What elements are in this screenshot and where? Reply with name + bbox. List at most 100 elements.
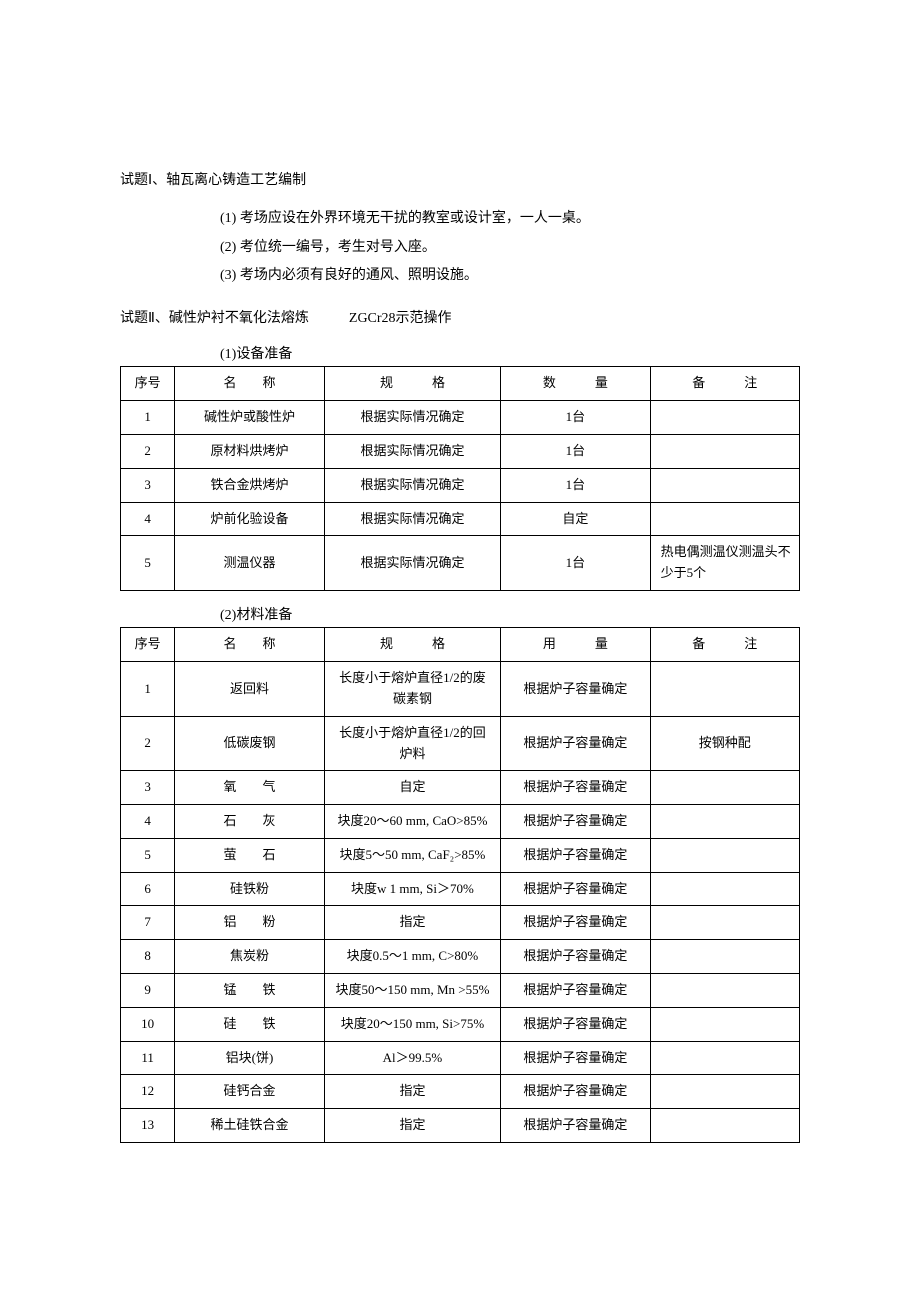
cell-qty: 根据炉子容量确定 <box>501 805 650 839</box>
cell-idx: 9 <box>121 974 175 1008</box>
table-header-row: 序号 名 称 规 格 用 量 备 注 <box>121 628 800 662</box>
cell-qty: 根据炉子容量确定 <box>501 1007 650 1041</box>
cell-idx: 13 <box>121 1109 175 1143</box>
cell-idx: 12 <box>121 1075 175 1109</box>
cell-qty: 1台 <box>501 434 650 468</box>
cell-idx: 2 <box>121 716 175 771</box>
table-row: 3铁合金烘烤炉根据实际情况确定1台 <box>121 468 800 502</box>
cell-qty: 1台 <box>501 468 650 502</box>
table-row: 5测温仪器根据实际情况确定1台热电偶测温仪测温头不少于5个 <box>121 536 800 591</box>
cell-note <box>650 468 799 502</box>
cell-qty: 1台 <box>501 536 650 591</box>
table-row: 11铝块(饼)Al＞99.5%根据炉子容量确定 <box>121 1041 800 1075</box>
section2-title-left: 试题Ⅱ、碱性炉衬不氧化法熔炼 <box>120 308 309 330</box>
cell-name: 铝块(饼) <box>175 1041 324 1075</box>
cell-idx: 5 <box>121 536 175 591</box>
cell-name: 返回料 <box>175 662 324 717</box>
table-row: 4炉前化验设备根据实际情况确定自定 <box>121 502 800 536</box>
cell-name: 稀土硅铁合金 <box>175 1109 324 1143</box>
cell-spec: 根据实际情况确定 <box>324 502 501 536</box>
cell-name: 硅铁粉 <box>175 872 324 906</box>
table-row: 3氧 气自定根据炉子容量确定 <box>121 771 800 805</box>
cell-idx: 8 <box>121 940 175 974</box>
cell-qty: 自定 <box>501 502 650 536</box>
th-qty: 数 量 <box>501 367 650 401</box>
th-spec: 规 格 <box>324 367 501 401</box>
cell-spec: 指定 <box>324 1075 501 1109</box>
cell-note <box>650 502 799 536</box>
table-row: 9锰 铁块度50～150 mm, Mn >55%根据炉子容量确定 <box>121 974 800 1008</box>
cell-note <box>650 1109 799 1143</box>
cell-note: 热电偶测温仪测温头不少于5个 <box>650 536 799 591</box>
th-idx: 序号 <box>121 367 175 401</box>
table-row: 4石 灰块度20～60 mm, CaO>85%根据炉子容量确定 <box>121 805 800 839</box>
cell-name: 硅 铁 <box>175 1007 324 1041</box>
cell-note <box>650 1007 799 1041</box>
cell-name: 萤 石 <box>175 838 324 872</box>
th-qty: 用 量 <box>501 628 650 662</box>
equipment-table: 序号 名 称 规 格 数 量 备 注 1碱性炉或酸性炉根据实际情况确定1台2原材… <box>120 366 800 591</box>
cell-name: 锰 铁 <box>175 974 324 1008</box>
cell-idx: 10 <box>121 1007 175 1041</box>
table-row: 10硅 铁块度20～150 mm, Si>75%根据炉子容量确定 <box>121 1007 800 1041</box>
cell-note <box>650 872 799 906</box>
cell-note <box>650 1041 799 1075</box>
cell-idx: 4 <box>121 502 175 536</box>
cell-note <box>650 838 799 872</box>
cell-qty: 根据炉子容量确定 <box>501 716 650 771</box>
table-row: 5萤 石块度5～50 mm, CaF₂>85%根据炉子容量确定 <box>121 838 800 872</box>
cell-qty: 根据炉子容量确定 <box>501 940 650 974</box>
cell-qty: 根据炉子容量确定 <box>501 1041 650 1075</box>
cell-note <box>650 771 799 805</box>
cell-idx: 4 <box>121 805 175 839</box>
table2-wrap: 序号 名 称 规 格 用 量 备 注 1返回料长度小于熔炉直径1/2的废碳素钢根… <box>120 627 800 1143</box>
cell-note <box>650 401 799 435</box>
section2-title-row: 试题Ⅱ、碱性炉衬不氧化法熔炼 ZGCr28示范操作 <box>120 308 800 330</box>
section1-title: 试题Ⅰ、轴瓦离心铸造工艺编制 <box>120 170 800 192</box>
th-name: 名 称 <box>175 367 324 401</box>
cell-spec: 长度小于熔炉直径1/2的废碳素钢 <box>324 662 501 717</box>
cell-spec: 根据实际情况确定 <box>324 536 501 591</box>
cell-spec: 长度小于熔炉直径1/2的回炉料 <box>324 716 501 771</box>
section1-list: (1) 考场应设在外界环境无干扰的教室或设计室，一人一桌。 (2) 考位统一编号… <box>220 208 800 287</box>
cell-idx: 3 <box>121 771 175 805</box>
table-row: 2低碳废钢长度小于熔炉直径1/2的回炉料根据炉子容量确定按钢种配 <box>121 716 800 771</box>
th-note: 备 注 <box>650 367 799 401</box>
cell-spec: 自定 <box>324 771 501 805</box>
cell-name: 碱性炉或酸性炉 <box>175 401 324 435</box>
cell-name: 焦炭粉 <box>175 940 324 974</box>
list-item: (2) 考位统一编号，考生对号入座。 <box>220 237 800 259</box>
cell-spec: 根据实际情况确定 <box>324 401 501 435</box>
cell-name: 氧 气 <box>175 771 324 805</box>
table-row: 8焦炭粉块度0.5～1 mm, C>80%根据炉子容量确定 <box>121 940 800 974</box>
cell-name: 原材料烘烤炉 <box>175 434 324 468</box>
cell-qty: 根据炉子容量确定 <box>501 1075 650 1109</box>
cell-qty: 根据炉子容量确定 <box>501 872 650 906</box>
table-row: 7铝 粉指定根据炉子容量确定 <box>121 906 800 940</box>
list-item: (3) 考场内必须有良好的通风、照明设施。 <box>220 265 800 287</box>
cell-note <box>650 906 799 940</box>
cell-idx: 11 <box>121 1041 175 1075</box>
cell-qty: 根据炉子容量确定 <box>501 662 650 717</box>
cell-idx: 6 <box>121 872 175 906</box>
cell-spec: Al＞99.5% <box>324 1041 501 1075</box>
sub-heading-2: (2)材料准备 <box>220 605 800 627</box>
cell-note: 按钢种配 <box>650 716 799 771</box>
cell-spec: 块度50～150 mm, Mn >55% <box>324 974 501 1008</box>
material-table: 序号 名 称 规 格 用 量 备 注 1返回料长度小于熔炉直径1/2的废碳素钢根… <box>120 627 800 1143</box>
th-spec: 规 格 <box>324 628 501 662</box>
cell-note <box>650 974 799 1008</box>
cell-spec: 根据实际情况确定 <box>324 468 501 502</box>
table-row: 1碱性炉或酸性炉根据实际情况确定1台 <box>121 401 800 435</box>
cell-name: 测温仪器 <box>175 536 324 591</box>
cell-idx: 1 <box>121 401 175 435</box>
cell-idx: 5 <box>121 838 175 872</box>
cell-idx: 2 <box>121 434 175 468</box>
cell-idx: 7 <box>121 906 175 940</box>
cell-name: 铁合金烘烤炉 <box>175 468 324 502</box>
th-name: 名 称 <box>175 628 324 662</box>
cell-qty: 根据炉子容量确定 <box>501 974 650 1008</box>
th-idx: 序号 <box>121 628 175 662</box>
cell-qty: 根据炉子容量确定 <box>501 906 650 940</box>
cell-qty: 根据炉子容量确定 <box>501 838 650 872</box>
